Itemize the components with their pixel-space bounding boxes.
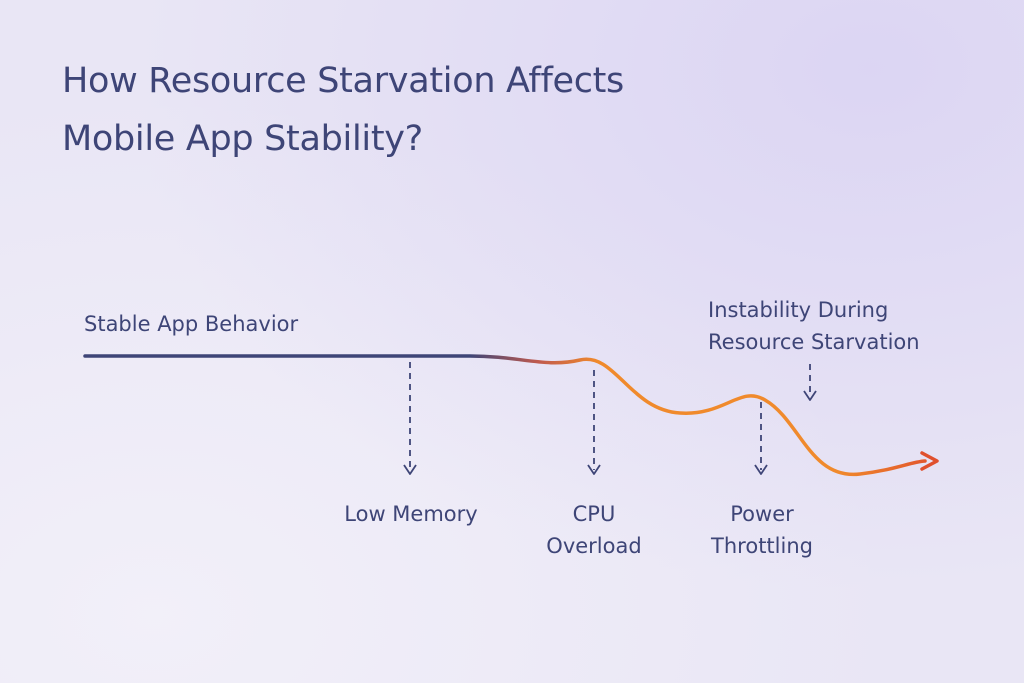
power-throttling-arrow	[754, 402, 768, 475]
stable-behavior-label: Stable App Behavior	[84, 312, 299, 336]
page-title: How Resource Starvation Affects Mobile A…	[62, 52, 762, 168]
title-line-1: How Resource Starvation Affects	[62, 61, 624, 101]
cpu-overload-arrow	[587, 370, 601, 475]
curve-arrowhead	[920, 451, 939, 471]
instability-arrow	[803, 364, 817, 401]
cpu-overload-label-line-2: Overload	[546, 534, 642, 558]
low-memory-label: Low Memory	[344, 502, 478, 526]
cpu-overload-label: CPU Overload	[534, 498, 654, 562]
power-throttling-label-line-2: Throttling	[711, 534, 813, 558]
title-line-2: Mobile App Stability?	[62, 119, 423, 159]
instability-label-line-2: Resource Starvation	[708, 330, 920, 354]
power-throttling-label-line-1: Power	[730, 502, 794, 526]
cpu-overload-label-line-1: CPU	[572, 502, 616, 526]
instability-label-line-1: Instability During	[708, 298, 889, 322]
instability-label: Instability During Resource Starvation	[708, 294, 920, 358]
power-throttling-label: Power Throttling	[698, 498, 826, 562]
stability-curve	[83, 354, 927, 477]
low-memory-arrow	[403, 362, 417, 475]
